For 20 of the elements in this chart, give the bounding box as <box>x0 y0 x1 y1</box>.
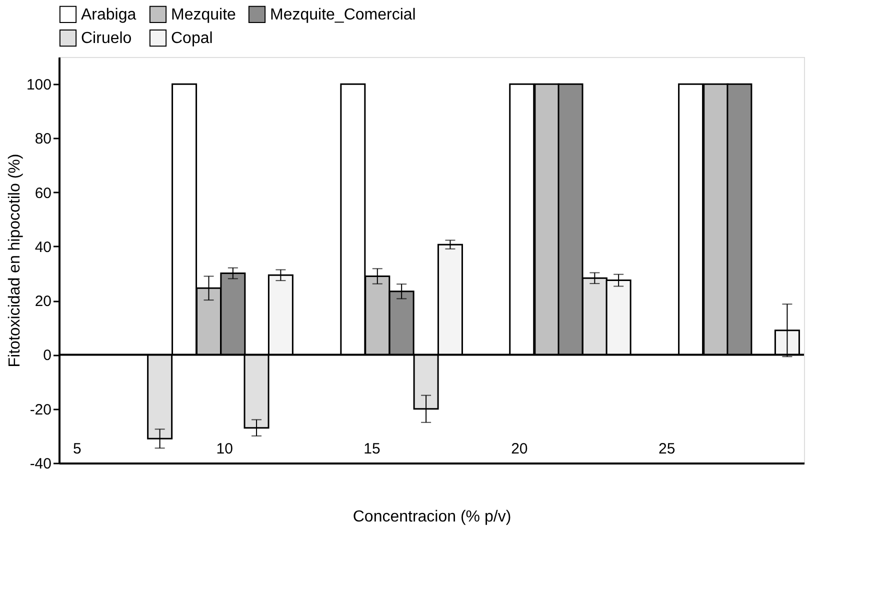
x-tick-label: 5 <box>73 440 82 458</box>
y-tick-label: 80 <box>34 130 52 148</box>
y-axis-title: Fitotoxicidad en hipocotilo (%) <box>6 154 24 368</box>
x-tick-label: 20 <box>511 440 528 458</box>
y-tick-label: -40 <box>30 456 52 472</box>
x-tick-label: 15 <box>364 440 380 458</box>
legend-label: Arabiga <box>81 6 136 24</box>
y-tick-label: 60 <box>34 184 52 202</box>
legend-label: Mezquite_Comercial <box>270 6 416 24</box>
y-tick-label: -20 <box>30 401 52 418</box>
y-tick-label: 0 <box>43 347 52 364</box>
x-axis-title: Concentracion (% p/v) <box>352 508 512 526</box>
x-tick-label: 25 <box>658 440 676 458</box>
y-tick-label: 100 <box>26 76 52 94</box>
x-tick-label: 10 <box>216 440 233 458</box>
legend-label: Ciruelo <box>81 30 132 47</box>
y-tick-label: 20 <box>34 293 52 310</box>
y-tick-label: 40 <box>34 238 52 256</box>
legend-label: Copal <box>171 30 213 47</box>
legend-label: Mezquite <box>171 6 236 24</box>
